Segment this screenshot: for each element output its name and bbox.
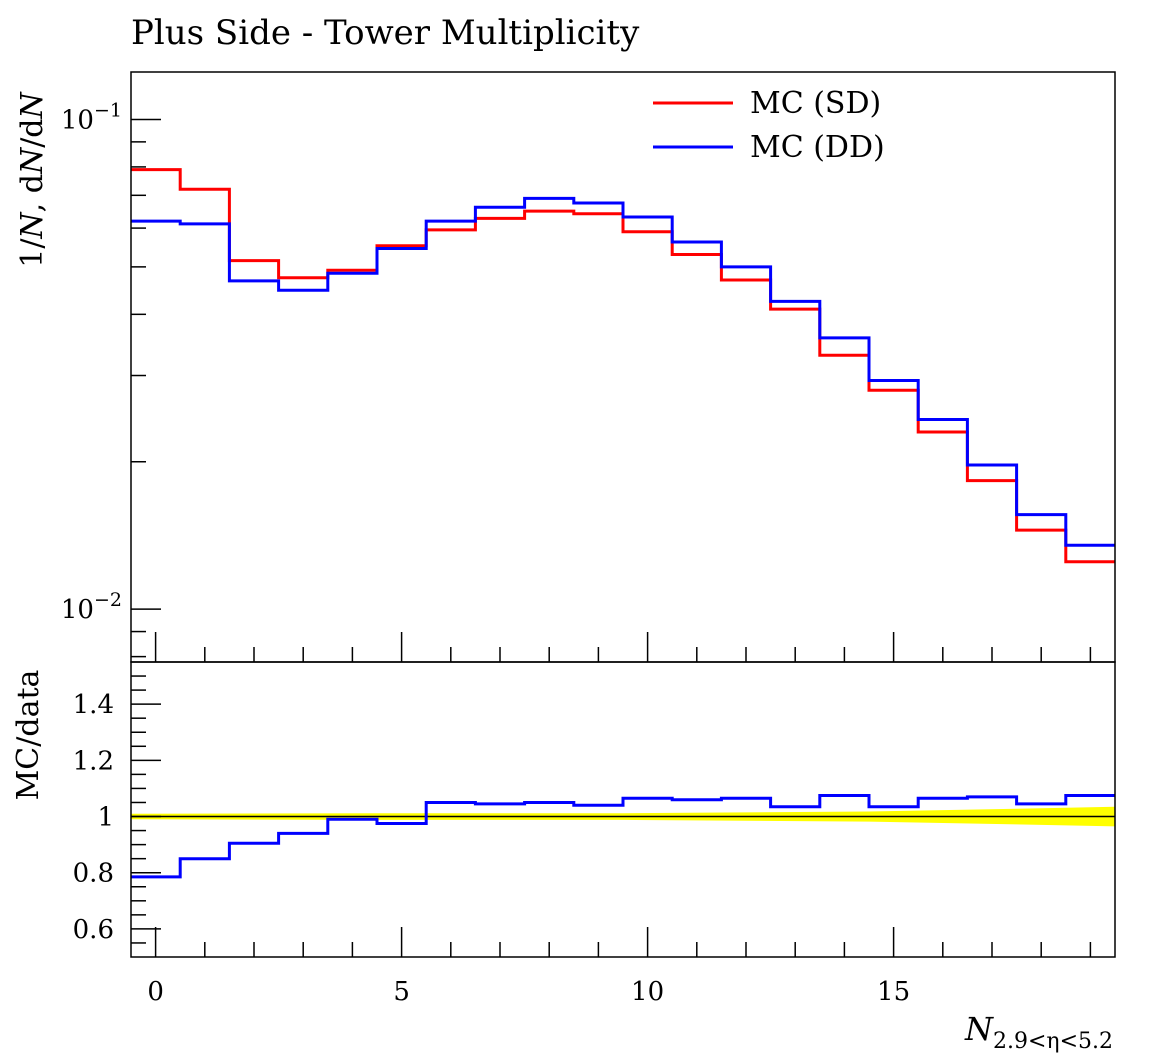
chart-title: Plus Side - Tower Multiplicity [131, 13, 640, 53]
main-frame [130, 71, 1116, 663]
y-tick-label: 1.4 [73, 690, 114, 720]
ratio-panel: 0 5 10 15 0.6 0.8 1 1.2 1.4 [73, 661, 1116, 1007]
x-axis-label: N2.9<η<5.2 [964, 1010, 1113, 1054]
main-y-axis-label: 1/N, dN/dN [15, 90, 50, 267]
main-panel: 10−1 10−2 [61, 71, 1116, 663]
y-tick-label: 1.2 [73, 746, 114, 776]
series-line-dd [131, 196, 1115, 547]
legend-label: MC (DD) [750, 130, 885, 165]
y-tick-label: 10−2 [61, 589, 122, 625]
ratio-y-axis-label: MC/data [11, 669, 46, 800]
x-tick-label: 5 [393, 977, 410, 1007]
y-tick-label: 0.8 [73, 859, 114, 889]
ratio-series-line-dd [131, 794, 1115, 879]
ratio-frame [130, 661, 1116, 958]
x-tick-label: 0 [147, 977, 164, 1007]
y-tick-label: 1 [97, 803, 114, 833]
x-tick-label: 15 [877, 977, 910, 1007]
series-line-sd [131, 168, 1115, 564]
y-tick-label: 0.6 [73, 915, 114, 945]
y-tick-label: 10−1 [61, 99, 122, 135]
x-tick-label: 10 [631, 977, 664, 1007]
legend-label: MC (SD) [750, 86, 881, 121]
legend: MC (SD) MC (DD) [653, 86, 885, 165]
